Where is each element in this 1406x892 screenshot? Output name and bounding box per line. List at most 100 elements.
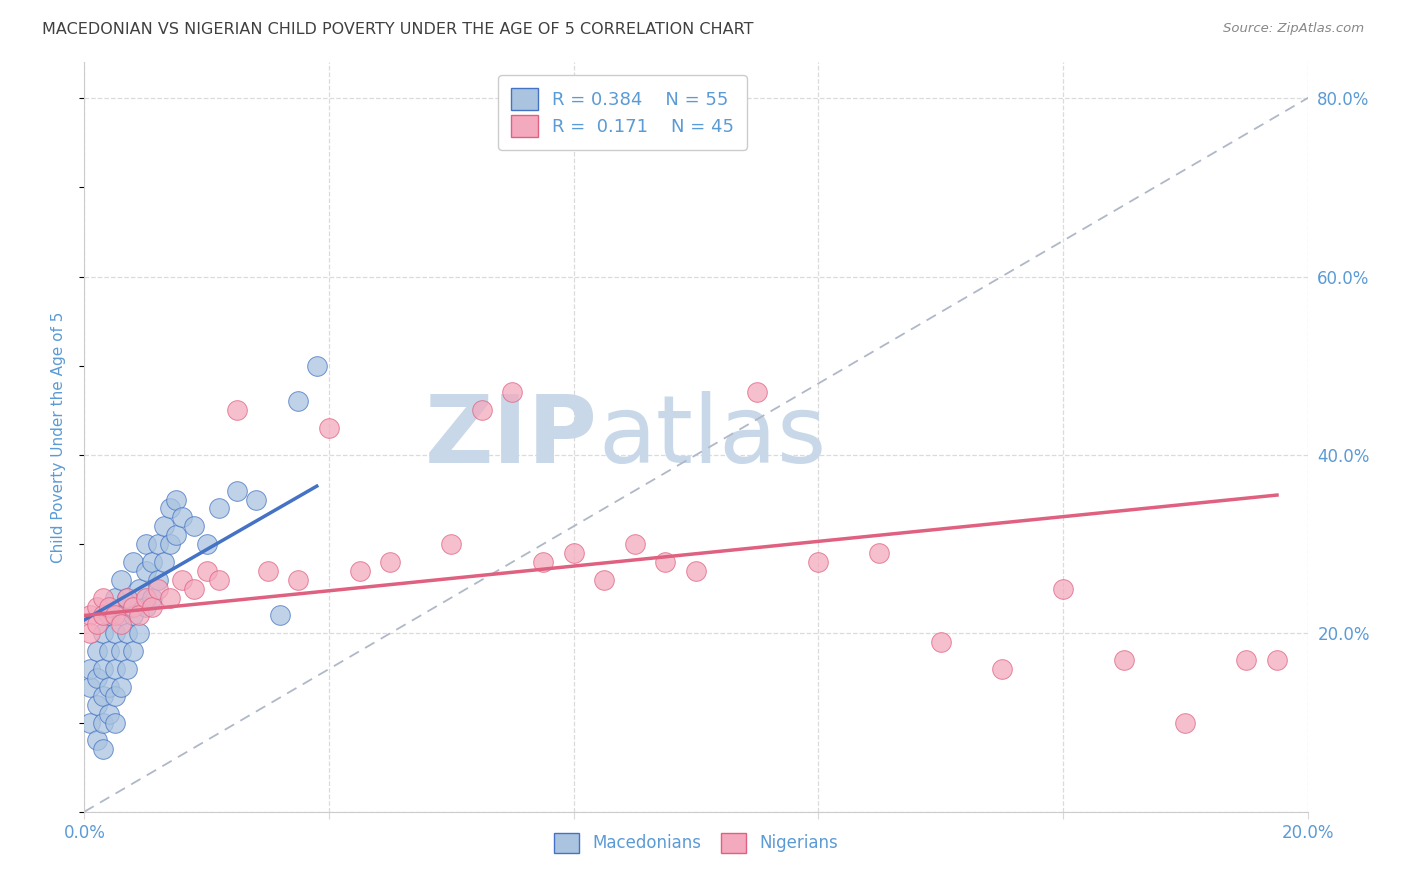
Point [269,608,291,623]
Point [104,626,127,640]
Point [226,483,249,498]
Point [91,626,114,640]
Point [146,573,169,587]
Point [1174,715,1197,730]
Point [91,715,114,730]
Point [91,608,114,623]
Point [91,591,114,605]
Point [79,626,101,640]
Point [685,564,707,578]
Point [104,608,127,623]
Point [115,591,138,605]
Point [153,519,176,533]
Point [1265,653,1288,667]
Point [991,662,1014,676]
Point [135,591,157,605]
Point [195,537,218,551]
Point [380,555,402,569]
Point [1114,653,1136,667]
Point [91,662,114,676]
Point [122,644,145,658]
Point [146,582,169,596]
Point [115,591,138,605]
Point [86,733,108,747]
Point [104,689,127,703]
Point [97,608,120,623]
Point [172,510,194,524]
Point [654,555,676,569]
Point [245,492,267,507]
Point [110,608,132,623]
Text: ZIP: ZIP [425,391,598,483]
Point [104,715,127,730]
Point [86,671,108,685]
Point [502,385,524,400]
Point [97,706,120,721]
Point [86,698,108,712]
Point [1052,582,1074,596]
Point [79,680,101,694]
Point [115,626,138,640]
Text: MACEDONIAN VS NIGERIAN CHILD POVERTY UNDER THE AGE OF 5 CORRELATION CHART: MACEDONIAN VS NIGERIAN CHILD POVERTY UND… [42,22,754,37]
Point [195,564,218,578]
Point [128,608,150,623]
Point [86,617,108,632]
Point [141,591,163,605]
Point [624,537,647,551]
Point [97,680,120,694]
Point [869,546,891,560]
Point [115,662,138,676]
Point [318,421,340,435]
Point [1236,653,1258,667]
Point [110,680,132,694]
Point [165,528,187,542]
Point [208,573,231,587]
Point [91,689,114,703]
Legend: Macedonians, Nigerians: Macedonians, Nigerians [547,826,845,860]
Point [146,537,169,551]
Point [122,599,145,614]
Point [79,662,101,676]
Point [531,555,554,569]
Point [91,742,114,756]
Point [159,591,181,605]
Point [257,564,280,578]
Point [104,591,127,605]
Point [593,573,616,587]
Point [807,555,830,569]
Point [135,564,157,578]
Point [747,385,769,400]
Point [165,492,187,507]
Point [287,573,309,587]
Point [135,599,157,614]
Point [208,501,231,516]
Point [128,582,150,596]
Point [159,501,181,516]
Point [97,644,120,658]
Point [141,599,163,614]
Point [172,573,194,587]
Point [183,582,205,596]
Point [349,564,371,578]
Point [287,394,309,409]
Point [97,599,120,614]
Point [159,537,181,551]
Point [128,626,150,640]
Point [79,608,101,623]
Point [110,573,132,587]
Point [471,403,494,417]
Point [86,599,108,614]
Text: Source: ZipAtlas.com: Source: ZipAtlas.com [1223,22,1364,36]
Point [141,555,163,569]
Y-axis label: Child Poverty Under the Age of 5: Child Poverty Under the Age of 5 [51,311,66,563]
Point [110,617,132,632]
Point [562,546,585,560]
Point [104,662,127,676]
Point [122,608,145,623]
Point [183,519,205,533]
Point [110,644,132,658]
Point [86,644,108,658]
Point [122,555,145,569]
Point [135,537,157,551]
Point [440,537,463,551]
